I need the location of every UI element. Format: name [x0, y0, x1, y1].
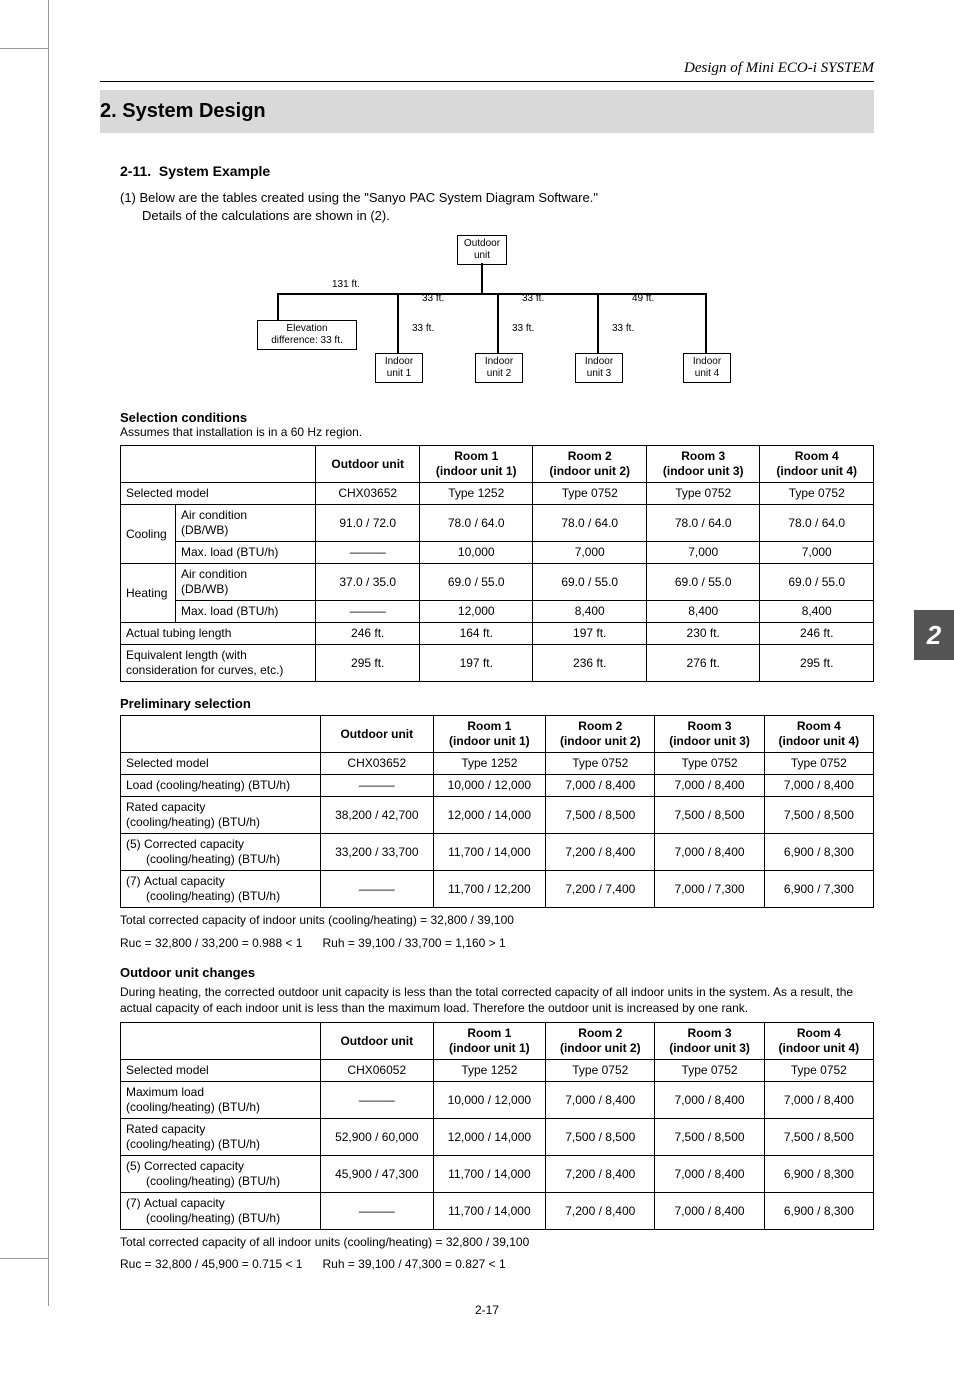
diagram-elevation: Elevationdifference: 33 ft.: [257, 320, 357, 350]
outdoor-summary-1: Total corrected capacity of all indoor u…: [120, 1234, 874, 1250]
diagram-indoor-4: Indoorunit 4: [683, 353, 731, 383]
table-row: Outdoor unit Room 1(indoor unit 1) Room …: [121, 716, 874, 753]
table-row: Max. load (BTU/h) ——— 12,000 8,400 8,400…: [121, 601, 874, 623]
table-row: Selected model CHX03652 Type 1252 Type 0…: [121, 483, 874, 505]
outdoor-changes-para: During heating, the corrected outdoor un…: [120, 984, 874, 1016]
header-title: Design of Mini ECO-i SYSTEM: [100, 60, 874, 82]
table-row: Actual tubing length 246 ft. 164 ft. 197…: [121, 623, 874, 645]
table-row: Load (cooling/heating) (BTU/h)———10,000 …: [121, 775, 874, 797]
table-row: (7) Actual capacity (cooling/heating) (B…: [121, 871, 874, 908]
selection-conditions-heading: Selection conditions: [120, 410, 874, 425]
diagram-indoor-1: Indoorunit 1: [375, 353, 423, 383]
table-row: Outdoor unit Room 1(indoor unit 1) Room …: [121, 446, 874, 483]
preliminary-table: Outdoor unit Room 1(indoor unit 1) Room …: [120, 715, 874, 908]
outdoor-summary-2: Ruc = 32,800 / 45,900 = 0.715 < 1 Ruh = …: [120, 1256, 874, 1272]
table-row: (5) Corrected capacity (cooling/heating)…: [121, 834, 874, 871]
intro-text: (1) Below are the tables created using t…: [120, 189, 874, 225]
section-bar: 2. System Design: [100, 90, 874, 133]
page: Design of Mini ECO-i SYSTEM 2. System De…: [0, 0, 954, 1377]
table-row: Max. load (BTU/h) ——— 10,000 7,000 7,000…: [121, 542, 874, 564]
table-row: (7) Actual capacity (cooling/heating) (B…: [121, 1193, 874, 1230]
outdoor-changes-table: Outdoor unit Room 1(indoor unit 1) Room …: [120, 1022, 874, 1230]
diagram-outdoor-unit: Outdoorunit: [457, 235, 507, 265]
preliminary-heading: Preliminary selection: [120, 696, 874, 711]
table-row: Cooling Air condition(DB/WB) 91.0 / 72.0…: [121, 505, 874, 542]
selection-conditions-note: Assumes that installation is in a 60 Hz …: [120, 425, 874, 439]
outdoor-changes-heading: Outdoor unit changes: [120, 965, 874, 980]
diagram-indoor-2: Indoorunit 2: [475, 353, 523, 383]
selection-conditions-table: Outdoor unit Room 1(indoor unit 1) Room …: [120, 445, 874, 682]
table-row: Rated capacity(cooling/heating) (BTU/h)5…: [121, 1119, 874, 1156]
table-row: Outdoor unit Room 1(indoor unit 1) Room …: [121, 1023, 874, 1060]
table-row: Selected modelCHX03652Type 1252Type 0752…: [121, 753, 874, 775]
preliminary-summary-2: Ruc = 32,800 / 33,200 = 0.988 < 1 Ruh = …: [120, 935, 874, 951]
table-row: Heating Air condition(DB/WB) 37.0 / 35.0…: [121, 564, 874, 601]
subsection-title: 2-11. System Example: [120, 163, 874, 179]
page-number: 2-17: [100, 1303, 874, 1317]
table-row: Rated capacity(cooling/heating) (BTU/h)3…: [121, 797, 874, 834]
table-row: Maximum load(cooling/heating) (BTU/h)———…: [121, 1082, 874, 1119]
preliminary-summary-1: Total corrected capacity of indoor units…: [120, 912, 874, 928]
table-row: (5) Corrected capacity (cooling/heating)…: [121, 1156, 874, 1193]
section-title: 2. System Design: [100, 100, 874, 123]
table-row: Equivalent length (withconsideration for…: [121, 645, 874, 682]
diagram-indoor-3: Indoorunit 3: [575, 353, 623, 383]
system-diagram: Outdoorunit 131 ft. Elevationdifference:…: [267, 235, 727, 390]
table-row: Selected modelCHX06052Type 1252Type 0752…: [121, 1060, 874, 1082]
